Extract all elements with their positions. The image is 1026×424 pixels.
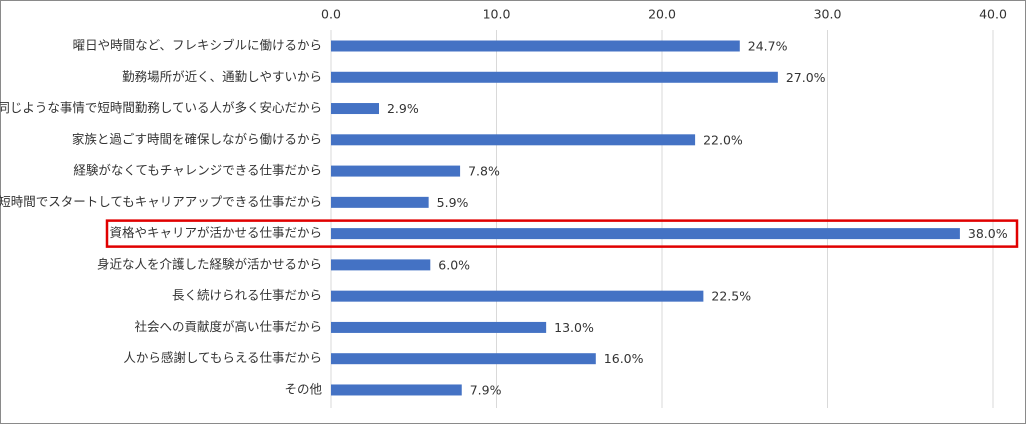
x-tick-label: 40.0 — [979, 7, 1007, 22]
value-label: 6.0% — [438, 257, 470, 272]
bar — [331, 165, 461, 177]
category-label: 短時間でスタートしてもキャリアアップできる仕事だから — [0, 194, 322, 209]
bar — [331, 196, 429, 208]
category-label: 社会への貢献度が高い仕事だから — [134, 319, 322, 334]
value-label: 16.0% — [604, 351, 644, 366]
value-label: 27.0% — [786, 70, 826, 85]
bar — [331, 71, 778, 83]
category-label: 人から感謝してもらえる仕事だから — [123, 350, 322, 365]
category-label: 長く続けられる仕事だから — [172, 288, 322, 303]
category-label: 経験がなくてもチャレンジできる仕事だから — [73, 163, 322, 178]
value-label: 5.9% — [437, 195, 469, 210]
bar — [331, 384, 462, 396]
bar — [331, 134, 696, 146]
x-tick-label: 0.0 — [321, 7, 341, 22]
value-label: 13.0% — [554, 320, 594, 335]
bar — [331, 353, 596, 365]
x-tick-label: 10.0 — [483, 7, 511, 22]
value-label: 24.7% — [748, 39, 788, 54]
bar — [331, 321, 547, 333]
highlight-box — [105, 219, 1019, 248]
bar — [331, 228, 960, 240]
bar — [331, 290, 704, 302]
category-label: 同じような事情で短時間勤務している人が多く安心だから — [0, 100, 322, 115]
bar — [331, 259, 431, 271]
value-label: 38.0% — [968, 226, 1008, 241]
bar — [331, 103, 379, 115]
x-tick-label: 20.0 — [648, 7, 676, 22]
x-tick-label: 30.0 — [814, 7, 842, 22]
value-label: 7.9% — [470, 382, 502, 397]
value-label: 7.8% — [468, 164, 500, 179]
value-label: 22.0% — [703, 132, 743, 147]
value-label: 2.9% — [387, 101, 419, 116]
category-label: 曜日や時間など、フレキシブルに働けるから — [73, 38, 322, 53]
category-label: 家族と過ごす時間を確保しながら働けるから — [72, 131, 322, 146]
category-label: 資格やキャリアが活かせる仕事だから — [109, 225, 322, 240]
value-label: 22.5% — [711, 289, 751, 304]
category-label: 身近な人を介護した経験が活かせるから — [97, 256, 322, 271]
category-label: その他 — [284, 381, 322, 396]
category-label: 勤務場所が近く、通勤しやすいから — [122, 69, 322, 84]
bar — [331, 40, 740, 52]
